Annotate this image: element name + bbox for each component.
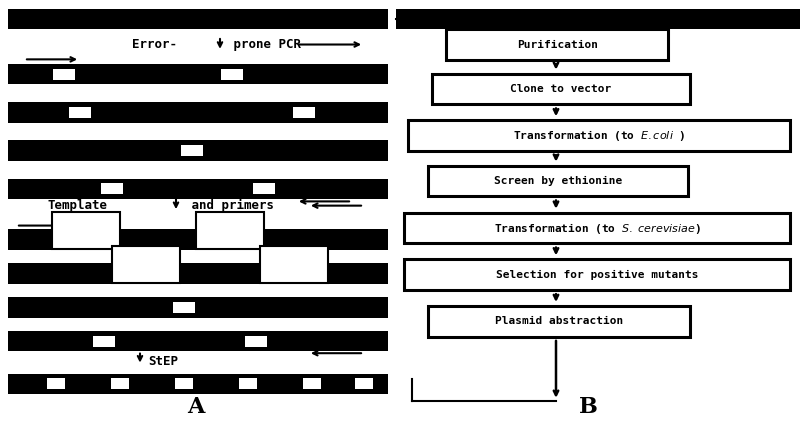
- Bar: [396, 9, 800, 29]
- Bar: [239, 378, 257, 389]
- Bar: [181, 145, 203, 156]
- Text: Selection for positive mutants: Selection for positive mutants: [496, 270, 698, 280]
- Bar: [117, 268, 139, 279]
- Bar: [112, 246, 180, 283]
- Bar: [8, 229, 388, 250]
- Bar: [8, 263, 388, 284]
- Text: Error-: Error-: [132, 38, 177, 51]
- Text: B: B: [578, 396, 598, 418]
- Bar: [8, 374, 388, 394]
- Bar: [175, 378, 193, 389]
- Bar: [8, 331, 388, 351]
- Bar: [111, 378, 129, 389]
- Bar: [173, 302, 195, 313]
- Text: Clone to vector: Clone to vector: [510, 84, 611, 94]
- Bar: [61, 234, 83, 245]
- Bar: [8, 179, 388, 199]
- Bar: [260, 246, 328, 283]
- Bar: [53, 69, 75, 80]
- Bar: [303, 378, 321, 389]
- Bar: [93, 336, 115, 347]
- Bar: [408, 120, 790, 151]
- Bar: [101, 183, 123, 194]
- Bar: [428, 306, 690, 337]
- Text: StEP: StEP: [148, 355, 178, 368]
- Bar: [253, 183, 275, 194]
- Bar: [221, 69, 243, 80]
- Bar: [8, 102, 388, 123]
- Text: Template: Template: [48, 199, 108, 212]
- Bar: [269, 268, 291, 279]
- Bar: [355, 378, 373, 389]
- Bar: [47, 378, 65, 389]
- Bar: [69, 107, 91, 118]
- Text: Screen by ethionine: Screen by ethionine: [494, 176, 622, 186]
- Bar: [8, 64, 388, 84]
- Bar: [404, 259, 790, 290]
- Bar: [52, 212, 120, 249]
- Text: and primers: and primers: [184, 199, 274, 212]
- Text: Transformation (to $\it{S.\ cerevisiae}$): Transformation (to $\it{S.\ cerevisiae}$…: [494, 220, 701, 236]
- Bar: [293, 107, 315, 118]
- Bar: [428, 166, 688, 196]
- Bar: [8, 140, 388, 161]
- Bar: [404, 213, 790, 243]
- Text: prone PCR: prone PCR: [226, 38, 302, 51]
- Text: Purification: Purification: [517, 39, 598, 50]
- Text: Transformation (to $\it{E.coli}$ ): Transformation (to $\it{E.coli}$ ): [513, 128, 686, 143]
- Text: Plasmid abstraction: Plasmid abstraction: [494, 316, 623, 326]
- Text: A: A: [187, 396, 205, 418]
- Bar: [446, 29, 668, 60]
- Bar: [8, 9, 388, 29]
- Bar: [245, 336, 267, 347]
- Bar: [8, 297, 388, 318]
- Bar: [213, 234, 235, 245]
- Bar: [432, 74, 690, 104]
- Bar: [196, 212, 264, 249]
